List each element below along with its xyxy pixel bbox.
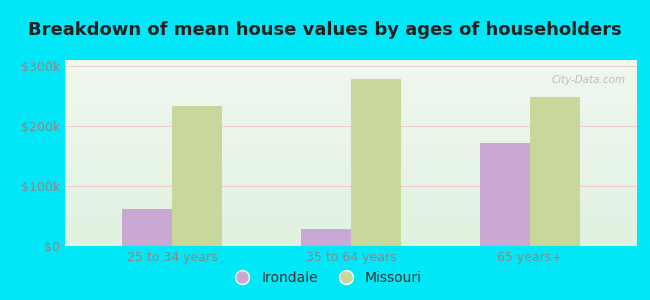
Bar: [351, 79, 401, 246]
Legend: Irondale, Missouri: Irondale, Missouri: [222, 265, 428, 290]
Bar: [480, 143, 530, 246]
Bar: [122, 209, 172, 246]
Bar: [301, 229, 351, 246]
Text: Breakdown of mean house values by ages of householders: Breakdown of mean house values by ages o…: [28, 21, 622, 39]
Bar: [172, 106, 222, 246]
Bar: [530, 97, 580, 246]
Text: City-Data.com: City-Data.com: [551, 75, 625, 85]
